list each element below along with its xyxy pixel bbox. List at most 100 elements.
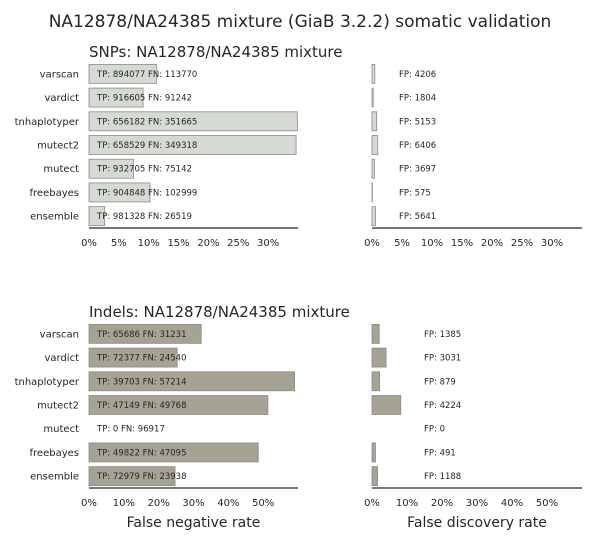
bar-mutect — [88, 158, 134, 179]
x-tick-label: 25% — [227, 238, 249, 249]
x-tick-label: 30% — [541, 238, 563, 249]
bar-vardict — [88, 87, 144, 108]
bar-vardict — [371, 347, 387, 368]
bar-varscan — [371, 63, 376, 84]
bar-mutect2 — [371, 135, 379, 155]
bar-label: TP: 981328 FN: 26519 — [96, 212, 192, 222]
x-tick-label: 10% — [421, 238, 443, 249]
x-tick-label: 30% — [182, 498, 204, 509]
bar-ensemble — [371, 206, 376, 227]
bar-mutect2 — [88, 395, 269, 415]
category-label: mutect2 — [37, 401, 79, 412]
x-tick-label: 10% — [138, 238, 160, 249]
x-tick-label: 20% — [148, 498, 170, 509]
x-axis-label: False discovery rate — [407, 515, 547, 531]
panel-title: Indels: NA12878/NA24385 mixture — [89, 303, 350, 321]
category-label: varscan — [40, 69, 79, 80]
category-label: freebayes — [30, 188, 79, 199]
bar-varscan — [371, 323, 380, 344]
bar-label: TP: 904848 FN: 102999 — [96, 188, 197, 198]
bar-freebayes — [371, 442, 376, 463]
bar-label: TP: 47149 FN: 49768 — [96, 401, 186, 411]
x-tick-label: 5% — [394, 238, 410, 249]
bar-label: FP: 1188 — [424, 472, 461, 482]
x-tick-label: 10% — [113, 498, 135, 509]
bar-label: FP: 491 — [424, 448, 456, 458]
x-tick-label: 0% — [364, 498, 380, 509]
bar-label: FP: 5153 — [399, 117, 436, 127]
x-tick-label: 30% — [257, 238, 279, 249]
bar-label: TP: 0 FN: 96917 — [96, 425, 165, 435]
category-label: varscan — [40, 329, 79, 340]
x-tick-label: 0% — [81, 238, 97, 249]
category-label: tnhaplotyper — [15, 117, 80, 128]
x-tick-label: 0% — [81, 498, 97, 509]
figure-title: NA12878/NA24385 mixture (GiaB 3.2.2) som… — [49, 12, 552, 32]
category-label: tnhaplotyper — [15, 377, 80, 388]
category-label: mutect2 — [37, 141, 79, 152]
panel-indels-fdr: FP: 1385 FP: 3031 FP: 879 FP: 4224 FP: 0 FP: … — [364, 323, 582, 531]
x-tick-label: 5% — [111, 238, 127, 249]
category-label: vardict — [44, 353, 79, 364]
category-label: freebayes — [30, 448, 79, 459]
bar-mutect2 — [88, 135, 297, 155]
x-tick-label: 50% — [536, 498, 558, 509]
bar-label: FP: 0 — [424, 425, 445, 435]
bar-label: FP: 1804 — [399, 94, 436, 104]
x-tick-label: 15% — [451, 238, 473, 249]
bar-ensemble — [88, 206, 106, 227]
x-tick-label: 20% — [481, 238, 503, 249]
bar-label: TP: 49822 FN: 47095 — [96, 448, 186, 458]
bar-tnhaplotyper — [371, 111, 378, 132]
x-tick-label: 40% — [217, 498, 239, 509]
x-tick-label: 20% — [197, 238, 219, 249]
bar-label: FP: 879 — [424, 377, 456, 387]
bar-label: FP: 3697 — [399, 165, 436, 175]
bar-varscan — [88, 323, 202, 344]
bar-mutect — [371, 158, 375, 179]
panels: SNPs: NA12878/NA24385 mixture varscan TP: … — [15, 43, 582, 531]
category-label: ensemble — [30, 212, 79, 223]
bar-label: TP: 658529 FN: 349318 — [96, 141, 197, 151]
x-tick-label: 0% — [364, 238, 380, 249]
bar-label: FP: 4206 — [399, 70, 436, 80]
bar-label: TP: 656182 FN: 351665 — [96, 117, 197, 127]
bar-label: TP: 894077 FN: 113770 — [96, 70, 197, 80]
bar-vardict — [88, 347, 178, 368]
bar-label: TP: 72979 FN: 23938 — [96, 472, 186, 482]
bar-tnhaplotyper — [88, 111, 298, 132]
x-tick-label: 25% — [511, 238, 533, 249]
bar-tnhaplotyper — [88, 371, 296, 392]
panel-indels-fnr: Indels: NA12878/NA24385 mixture varscan TP… — [15, 303, 350, 531]
bar-label: FP: 1385 — [424, 330, 461, 340]
bar-label: TP: 72377 FN: 24540 — [96, 354, 186, 364]
bar-mutect2 — [371, 395, 402, 415]
bar-ensemble — [371, 466, 378, 487]
category-label: vardict — [44, 93, 79, 104]
bar-label: FP: 5641 — [399, 212, 436, 222]
bar-freebayes — [88, 182, 151, 203]
bar-label: TP: 39703 FN: 57214 — [96, 377, 186, 387]
x-tick-label: 15% — [167, 238, 189, 249]
bar-label: FP: 3031 — [424, 354, 461, 364]
x-tick-label: 10% — [396, 498, 418, 509]
bar-label: FP: 6406 — [399, 141, 436, 151]
category-label: mutect — [43, 424, 79, 435]
panel-title: SNPs: NA12878/NA24385 mixture — [89, 43, 343, 61]
panel-snps-fnr: SNPs: NA12878/NA24385 mixture varscan TP: … — [15, 43, 343, 249]
x-axis-label: False negative rate — [127, 515, 261, 531]
bar-vardict — [371, 87, 374, 108]
panel-snps-fdr: FP: 4206 FP: 1804 FP: 5153 FP: 6406 FP: 3697… — [364, 63, 582, 249]
bar-freebayes — [88, 442, 259, 463]
x-tick-label: 30% — [466, 498, 488, 509]
bar-label: TP: 932705 FN: 75142 — [96, 165, 192, 175]
category-label: mutect — [43, 164, 79, 175]
bar-ensemble — [88, 466, 176, 487]
bar-label: FP: 4224 — [424, 401, 461, 411]
x-tick-label: 20% — [431, 498, 453, 509]
bar-tnhaplotyper — [371, 371, 380, 392]
bar-label: TP: 65686 FN: 31231 — [96, 330, 186, 340]
bar-varscan — [88, 63, 157, 84]
bar-label: FP: 575 — [399, 188, 431, 198]
